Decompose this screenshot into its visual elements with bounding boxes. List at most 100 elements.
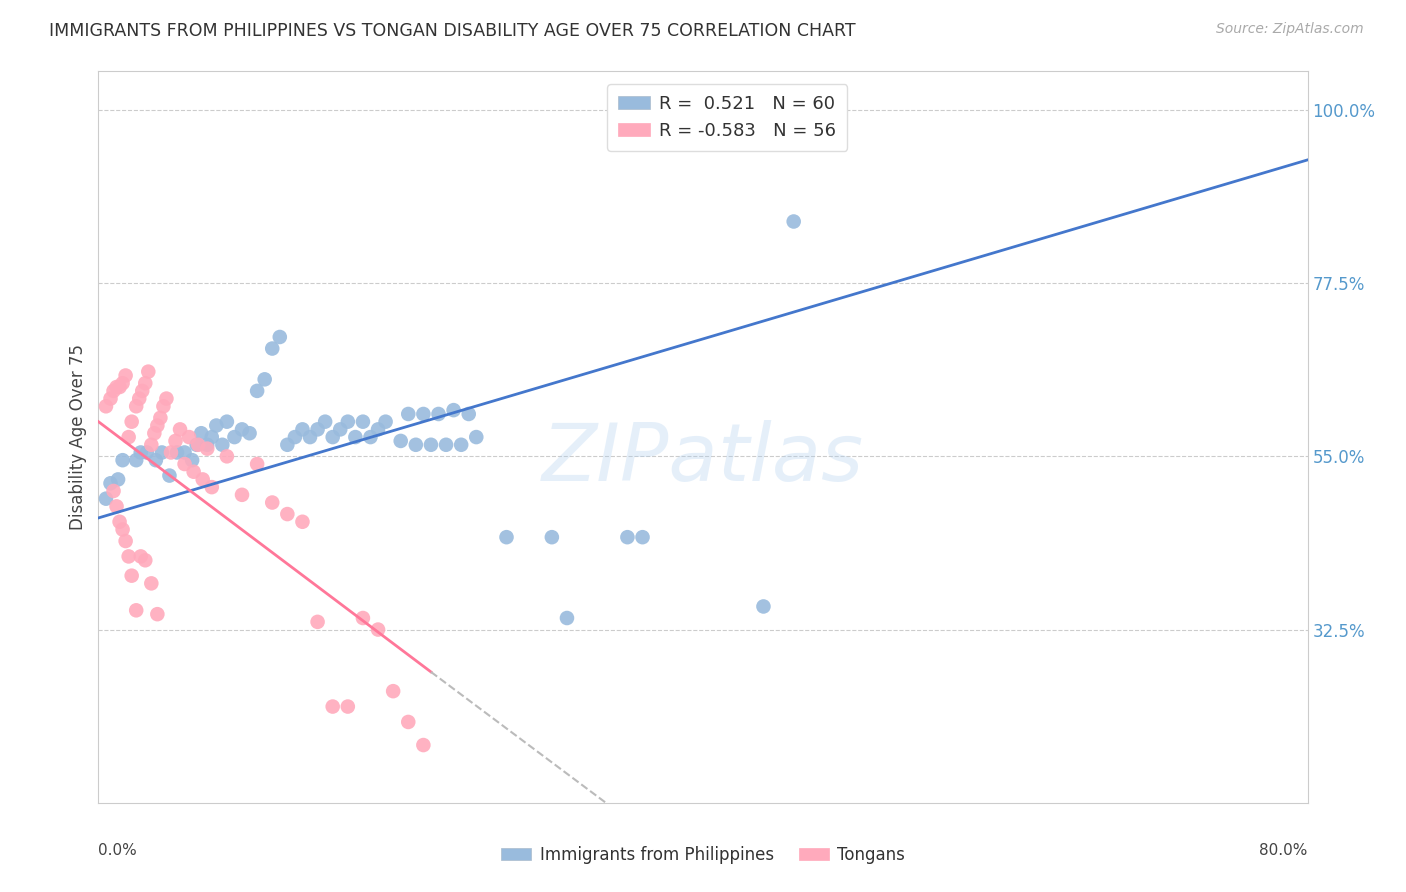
- Point: [322, 430, 344, 444]
- Point: [434, 438, 457, 452]
- Point: [783, 214, 806, 228]
- Point: [121, 568, 143, 582]
- Point: [269, 330, 291, 344]
- Point: [118, 430, 141, 444]
- Text: IMMIGRANTS FROM PHILIPPINES VS TONGAN DISABILITY AGE OVER 75 CORRELATION CHART: IMMIGRANTS FROM PHILIPPINES VS TONGAN DI…: [49, 22, 856, 40]
- Point: [291, 422, 314, 436]
- Point: [166, 445, 188, 459]
- Point: [143, 426, 166, 441]
- Point: [152, 399, 174, 413]
- Point: [752, 599, 775, 614]
- Point: [100, 476, 122, 491]
- Point: [136, 365, 159, 379]
- Point: [128, 392, 150, 406]
- Point: [195, 442, 218, 456]
- Point: [307, 615, 329, 629]
- Point: [450, 438, 472, 452]
- Point: [211, 438, 233, 452]
- Point: [389, 434, 412, 448]
- Point: [396, 407, 419, 421]
- Point: [103, 384, 125, 398]
- Point: [114, 534, 136, 549]
- Point: [352, 611, 374, 625]
- Point: [246, 384, 269, 398]
- Point: [111, 523, 134, 537]
- Point: [412, 738, 434, 752]
- Point: [367, 623, 389, 637]
- Point: [201, 480, 224, 494]
- Point: [129, 549, 152, 564]
- Point: [276, 438, 298, 452]
- Point: [183, 465, 205, 479]
- Point: [129, 445, 152, 459]
- Point: [276, 507, 298, 521]
- Point: [181, 453, 204, 467]
- Point: [118, 549, 141, 564]
- Point: [186, 438, 208, 452]
- Point: [134, 376, 156, 391]
- Point: [114, 368, 136, 383]
- Point: [215, 415, 238, 429]
- Point: [555, 611, 578, 625]
- Point: [141, 438, 163, 452]
- Point: [631, 530, 654, 544]
- Point: [105, 500, 128, 514]
- Point: [262, 342, 284, 356]
- Point: [396, 714, 419, 729]
- Point: [360, 430, 382, 444]
- Point: [146, 418, 169, 433]
- Point: [299, 430, 322, 444]
- Point: [145, 453, 167, 467]
- Point: [169, 422, 191, 436]
- Point: [146, 607, 169, 622]
- Point: [291, 515, 314, 529]
- Point: [121, 415, 143, 429]
- Point: [307, 422, 329, 436]
- Point: [465, 430, 488, 444]
- Text: Source: ZipAtlas.com: Source: ZipAtlas.com: [1216, 22, 1364, 37]
- Point: [382, 684, 405, 698]
- Point: [495, 530, 517, 544]
- Point: [100, 392, 122, 406]
- Point: [125, 603, 148, 617]
- Text: 80.0%: 80.0%: [1260, 843, 1308, 858]
- Point: [134, 553, 156, 567]
- Point: [322, 699, 344, 714]
- Point: [173, 445, 195, 459]
- Point: [443, 403, 465, 417]
- Point: [160, 445, 183, 459]
- Point: [314, 415, 336, 429]
- Point: [262, 495, 284, 509]
- Point: [616, 530, 638, 544]
- Point: [253, 372, 276, 386]
- Point: [224, 430, 246, 444]
- Point: [661, 106, 683, 120]
- Legend: R =  0.521   N = 60, R = -0.583   N = 56: R = 0.521 N = 60, R = -0.583 N = 56: [607, 84, 848, 151]
- Point: [103, 483, 125, 498]
- Point: [205, 418, 228, 433]
- Point: [412, 407, 434, 421]
- Point: [105, 380, 128, 394]
- Point: [131, 384, 153, 398]
- Point: [191, 472, 214, 486]
- Point: [165, 434, 187, 448]
- Point: [540, 530, 562, 544]
- Point: [405, 438, 427, 452]
- Text: ZIPatlas: ZIPatlas: [541, 420, 865, 498]
- Point: [239, 426, 262, 441]
- Point: [179, 430, 201, 444]
- Point: [150, 445, 173, 459]
- Point: [108, 380, 131, 394]
- Point: [427, 407, 450, 421]
- Point: [231, 422, 253, 436]
- Point: [367, 422, 389, 436]
- Point: [107, 472, 129, 486]
- Point: [374, 415, 396, 429]
- Point: [141, 576, 163, 591]
- Point: [329, 422, 352, 436]
- Point: [108, 515, 131, 529]
- Point: [201, 430, 224, 444]
- Y-axis label: Disability Age Over 75: Disability Age Over 75: [69, 344, 87, 530]
- Point: [187, 438, 209, 452]
- Point: [173, 457, 195, 471]
